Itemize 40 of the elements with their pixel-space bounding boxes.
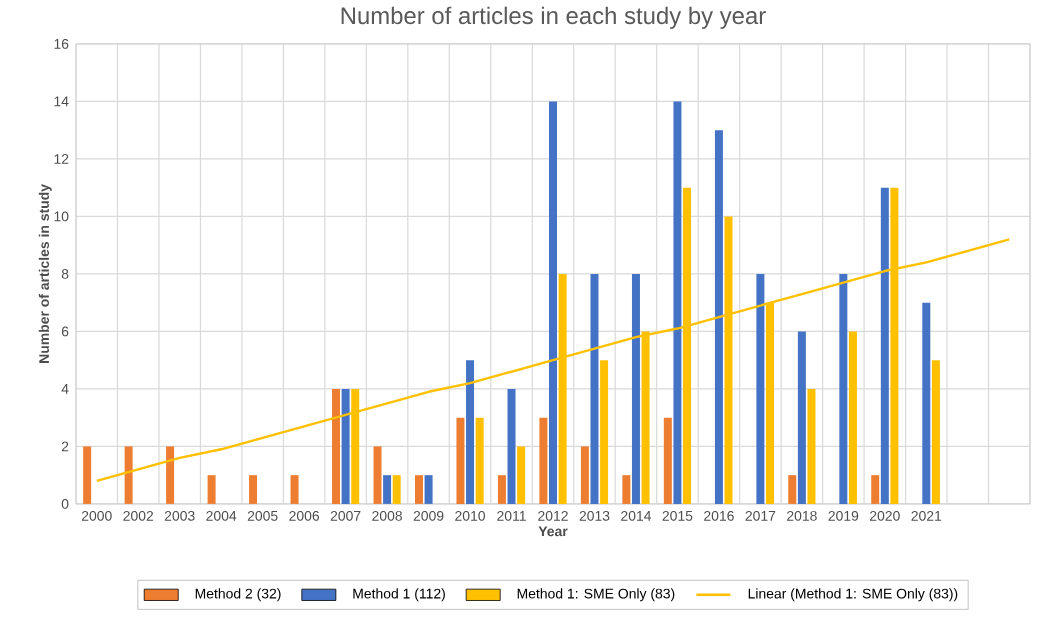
bar (332, 388, 341, 504)
bar (807, 388, 816, 504)
bar (507, 388, 516, 504)
bar (456, 417, 465, 504)
bar (714, 130, 723, 504)
bar (673, 101, 682, 504)
bar (663, 417, 672, 504)
bar (207, 475, 216, 504)
bar (931, 360, 940, 504)
bar (622, 475, 631, 504)
bar (414, 475, 423, 504)
bar (871, 475, 880, 504)
bar (880, 187, 889, 504)
bar (373, 446, 382, 504)
bar (83, 446, 92, 504)
bar (590, 273, 599, 504)
bar (475, 417, 484, 504)
chart-title: Number of articles in each study by year (341, 6, 766, 29)
bar (539, 417, 548, 504)
bar (341, 388, 350, 504)
bar (922, 302, 931, 504)
bar (600, 360, 609, 504)
bar (249, 475, 258, 504)
bar (424, 475, 433, 504)
bar (631, 273, 640, 504)
bar (549, 101, 557, 504)
bar (124, 446, 133, 504)
bar (797, 331, 806, 504)
bar (839, 273, 848, 504)
bar (383, 475, 392, 504)
bar (392, 475, 401, 504)
bar (517, 446, 526, 504)
bar (580, 446, 589, 504)
bar (848, 331, 857, 504)
bar (466, 360, 475, 504)
bar (497, 475, 506, 504)
bar (166, 446, 175, 504)
bar (290, 475, 299, 504)
bar (756, 273, 765, 504)
bar (788, 475, 797, 504)
